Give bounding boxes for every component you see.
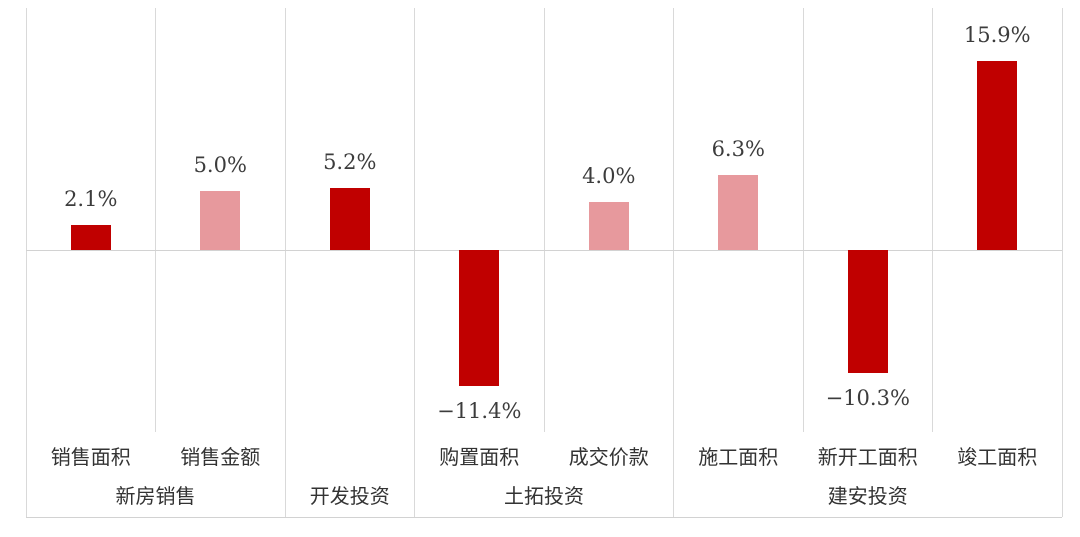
- group-separator-line: [414, 8, 415, 517]
- value-label: 5.0%: [193, 152, 247, 177]
- group-separator-line: [25, 8, 27, 517]
- category-label: 购置面积: [439, 445, 520, 469]
- bar: [588, 202, 629, 250]
- group-separator-line: [284, 8, 286, 517]
- category-label: 新开工面积: [817, 445, 918, 469]
- category-label: 销售金额: [180, 445, 261, 469]
- bar: [329, 188, 370, 250]
- category-separator-line: [543, 8, 545, 432]
- value-label: 4.0%: [582, 164, 636, 189]
- category-label: 竣工面积: [957, 445, 1038, 469]
- group-separator-line: [673, 8, 674, 517]
- category-separator-line: [802, 8, 804, 432]
- bar: [718, 175, 759, 250]
- bar: [847, 250, 888, 373]
- category-separator-line: [155, 8, 156, 432]
- bar: [200, 190, 241, 250]
- group-label: 土拓投资: [504, 484, 584, 508]
- group-label: 新房销售: [115, 484, 196, 508]
- category-label: 施工面积: [698, 445, 779, 469]
- group-separator-line: [1061, 8, 1063, 517]
- group-label: 建安投资: [827, 484, 908, 508]
- bar: [977, 60, 1018, 250]
- category-label: 销售面积: [50, 445, 131, 469]
- value-label: 15.9%: [963, 22, 1031, 47]
- zero-axis-line: [26, 249, 1062, 251]
- category-separator-line: [932, 8, 933, 432]
- value-label: 2.1%: [64, 187, 118, 211]
- value-label: 6.3%: [711, 137, 765, 162]
- bar: [70, 225, 111, 250]
- group-label: 开发投资: [309, 484, 390, 508]
- bar: [459, 250, 500, 386]
- axis-bottom-border-line: [26, 516, 1062, 518]
- value-label: −11.4%: [437, 398, 522, 423]
- value-label: 5.2%: [323, 150, 377, 175]
- value-label: −10.3%: [825, 385, 910, 410]
- category-label: 成交价款: [568, 445, 649, 469]
